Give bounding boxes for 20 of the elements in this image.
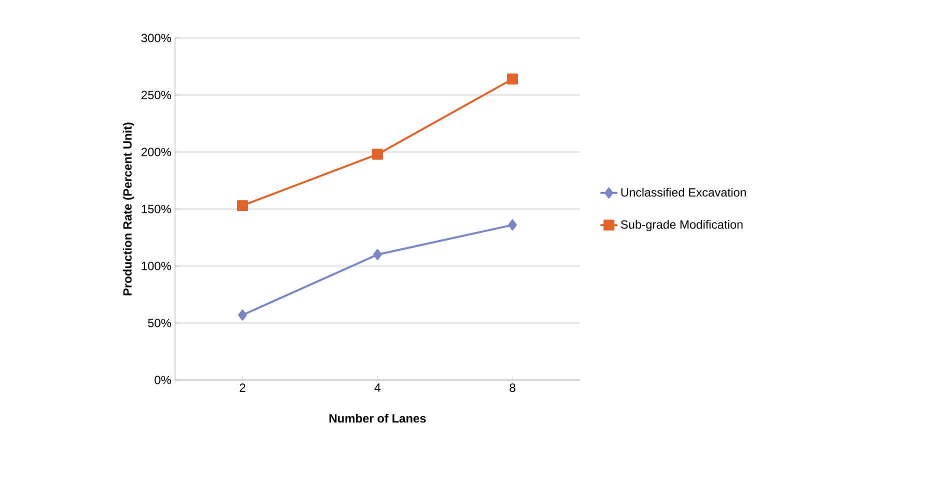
point [238,310,247,321]
y-tick-label: 200% [142,148,172,156]
point [237,200,248,212]
y-tick-label: 100% [142,262,172,270]
y-tick-label: 50% [148,318,172,328]
x-tick-label: 4 [374,384,380,392]
point [508,219,517,230]
x-tick-label: 8 [510,384,516,392]
y-tick-label: 150% [142,204,172,214]
y-axis-title: Production Rate (Percent Unit) [122,122,134,296]
legend-label: Unclassified Excavation [621,188,746,197]
y-tick-label: 0% [154,376,172,384]
x-tick-label: 2 [240,384,246,392]
y-tick-label: 300% [141,34,172,42]
point [507,74,518,85]
y-tick-label: 250% [142,90,172,100]
x-axis-title: Number of Lanes [329,414,426,423]
point [373,249,382,260]
legend-label: Sub-grade Modification [620,220,743,232]
point [372,148,383,160]
